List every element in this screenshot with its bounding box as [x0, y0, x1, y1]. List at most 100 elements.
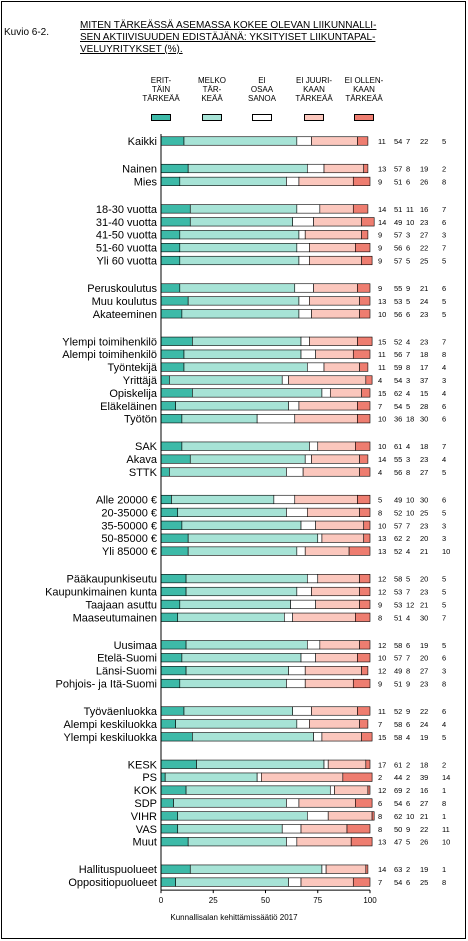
- value-label: 7: [406, 654, 410, 663]
- value-label: 56: [394, 350, 402, 359]
- value-label: 8: [406, 667, 410, 676]
- category-label: Etelä-Suomi: [97, 653, 157, 665]
- legend-label-line: OSAA: [250, 85, 274, 94]
- category-label: Maaseutumainen: [73, 612, 157, 624]
- bar-segment: [296, 136, 312, 146]
- value-label: 18: [420, 442, 428, 451]
- bar-segment: [361, 255, 373, 266]
- legend-label-line: KEÄÄ: [201, 94, 223, 103]
- bar-segment: [160, 546, 189, 556]
- value-label: 11: [378, 137, 386, 146]
- bar-segment: [160, 388, 193, 398]
- bar-segment: [160, 706, 185, 716]
- value-label: 8: [406, 363, 410, 372]
- legend-label-1: ERIT- TÄIN TÄRKEÄÄ: [131, 76, 191, 103]
- legend-label-line: SANOA: [247, 94, 276, 103]
- value-label: 8: [442, 177, 446, 186]
- value-label: 4: [442, 389, 446, 398]
- category-label: Alempi keskiluokka: [63, 719, 157, 731]
- value-label: 6: [406, 641, 410, 650]
- bar-segment: [357, 401, 371, 411]
- category-label: Työväenluokka: [84, 706, 158, 718]
- category-label: Pääkaupunkiseutu: [66, 574, 157, 586]
- bar-segment: [160, 217, 191, 227]
- value-label: 1: [442, 865, 446, 874]
- value-label: 6: [442, 415, 446, 424]
- value-label: 2: [442, 760, 446, 769]
- value-label: 22: [420, 825, 428, 834]
- bar-segment: [290, 599, 316, 609]
- bar-segment: [304, 666, 362, 676]
- bar-segment: [160, 864, 191, 874]
- value-label: 6: [406, 878, 410, 887]
- value-label: 6: [442, 218, 446, 227]
- category-label: Länsi-Suomi: [96, 666, 157, 678]
- value-label: 49: [394, 496, 402, 505]
- value-label: 8: [406, 165, 410, 174]
- value-label: 18: [420, 350, 428, 359]
- bar-segment: [169, 467, 287, 477]
- bar-segment: [273, 494, 296, 505]
- bar-segment: [281, 375, 289, 385]
- value-label: 3: [406, 376, 410, 385]
- value-label: 62: [394, 389, 402, 398]
- bar-segment: [311, 586, 360, 597]
- bar-segment: [315, 349, 354, 359]
- value-label: 4: [406, 733, 410, 742]
- value-label: 5: [442, 508, 446, 517]
- value-label: 25: [420, 878, 428, 887]
- bar-segment: [300, 877, 354, 887]
- value-label: 9: [406, 825, 410, 834]
- bar-segment: [160, 824, 179, 834]
- category-label: Muu koulutus: [92, 296, 158, 308]
- bar-segment: [256, 414, 296, 424]
- value-label: 4: [442, 455, 446, 464]
- value-label: 49: [394, 667, 402, 676]
- value-label: 56: [394, 310, 402, 319]
- value-label: 27: [420, 468, 428, 477]
- figure-label: Kuvio 6-2.: [4, 27, 50, 38]
- bar-segment: [309, 719, 360, 729]
- value-label: 11: [442, 825, 450, 834]
- value-label: 22: [420, 244, 428, 253]
- value-label: 7: [406, 137, 410, 146]
- value-label: 12: [378, 667, 386, 676]
- value-label: 5: [378, 496, 382, 505]
- value-label: 21: [420, 812, 428, 821]
- value-label: 52: [394, 707, 402, 716]
- category-label: 35-50000 €: [101, 520, 157, 532]
- value-label: 10: [406, 508, 414, 517]
- value-label: 11: [378, 363, 386, 372]
- value-label: 8: [378, 613, 382, 622]
- bar-segment: [187, 296, 300, 306]
- bar-segment: [192, 388, 323, 398]
- category-label: Yrittäjä: [123, 375, 158, 387]
- bar-segment: [160, 467, 170, 477]
- value-label: 53: [394, 600, 402, 609]
- bar-segment: [160, 678, 181, 689]
- bar-segment: [187, 163, 308, 174]
- bar-segment: [189, 204, 298, 214]
- value-label: 7: [442, 613, 446, 622]
- bar-segment: [286, 176, 300, 186]
- value-label: 10: [378, 442, 386, 451]
- value-label: 9: [406, 680, 410, 689]
- value-label: 8: [378, 812, 382, 821]
- value-label: 7: [442, 205, 446, 214]
- value-label: 55: [394, 455, 402, 464]
- value-label: 13: [378, 297, 386, 306]
- bar-segment: [321, 732, 362, 742]
- category-label: VIHR: [131, 811, 157, 823]
- bar-segment: [181, 441, 310, 451]
- value-label: 19: [420, 865, 428, 874]
- bar-segment: [160, 454, 191, 464]
- bar-segment: [160, 612, 179, 622]
- value-label: 5: [406, 575, 410, 584]
- bar-segment: [185, 666, 289, 676]
- value-label: 4: [442, 363, 446, 372]
- value-label: 17: [378, 760, 386, 769]
- value-label: 9: [378, 257, 382, 266]
- bar-segment: [189, 864, 323, 874]
- bar-segment: [160, 811, 179, 821]
